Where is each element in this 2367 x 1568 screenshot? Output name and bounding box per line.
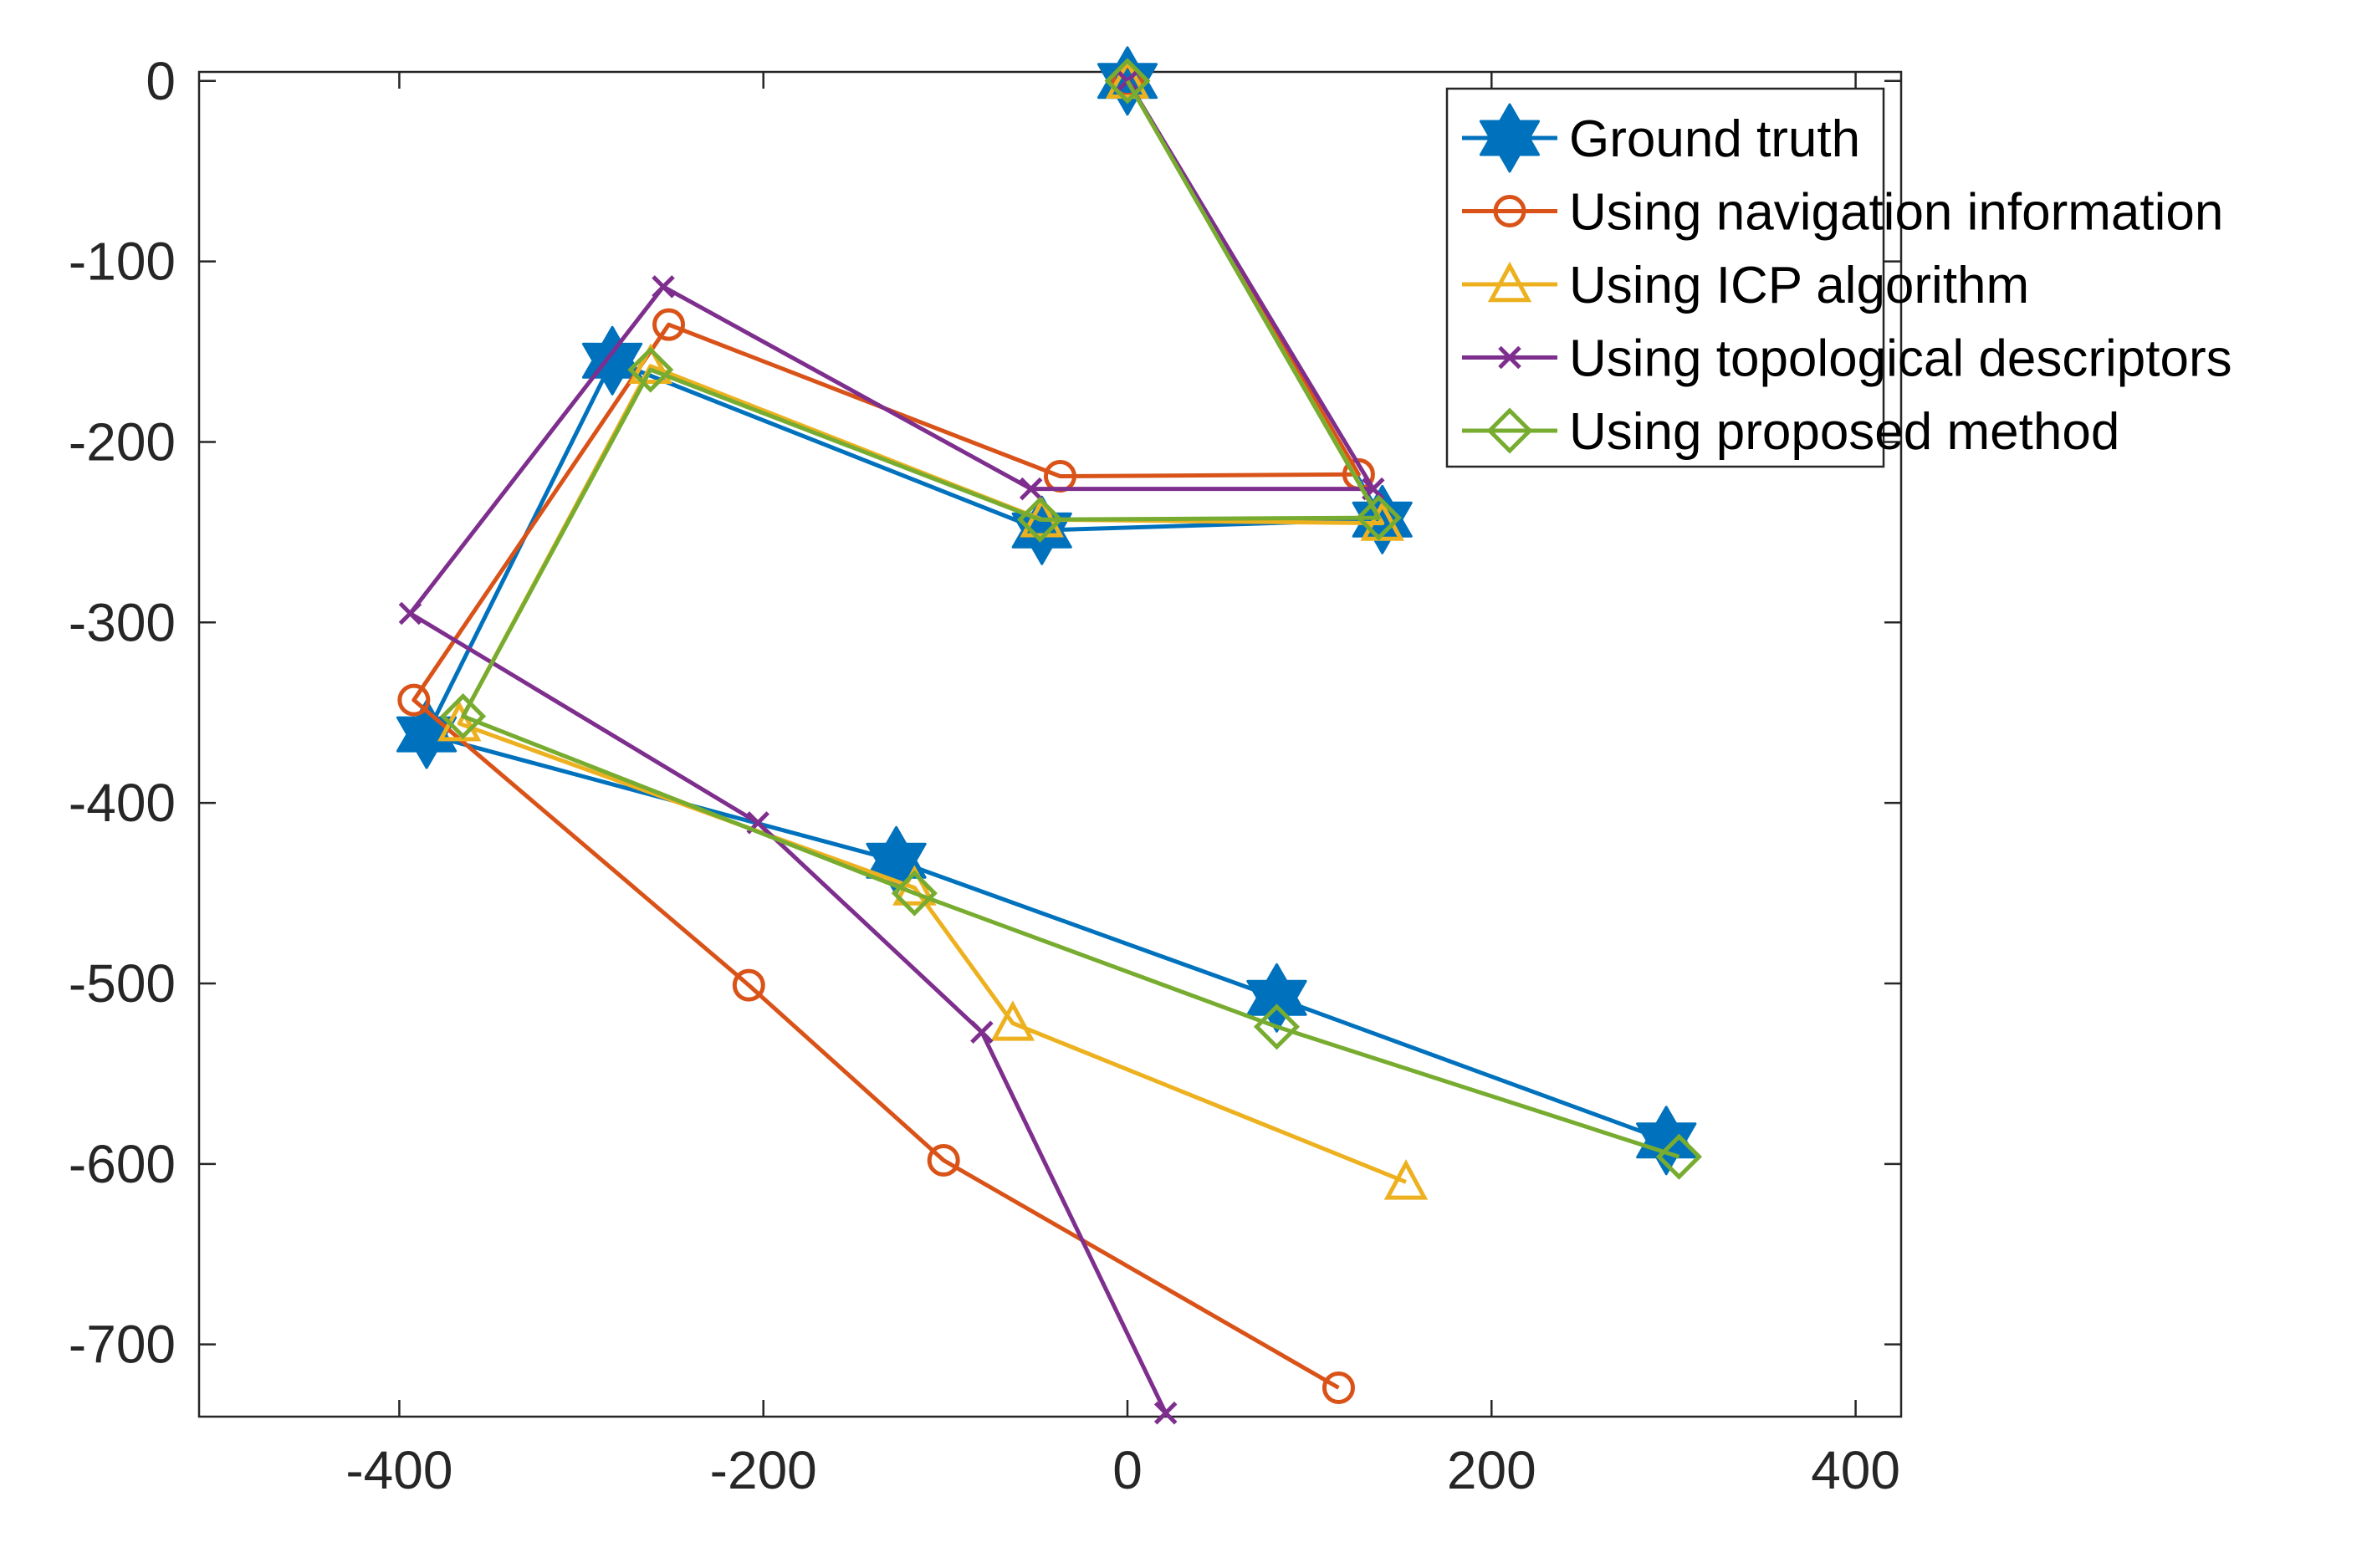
x-tick-label: 0 (1112, 1440, 1143, 1500)
data-point-using-icp-algorithm (1383, 1159, 1429, 1200)
x-tick-label: 200 (1447, 1440, 1536, 1500)
data-point-using-proposed-method (1104, 58, 1151, 105)
x-axis-ticks: -400 -200 0 200 400 (345, 72, 1900, 1500)
data-point-using-proposed-method (1355, 494, 1402, 541)
data-point-ground-truth (1636, 1106, 1697, 1176)
legend-label: Using topological descriptors (1569, 330, 2232, 388)
legend-marker (1498, 345, 1521, 370)
legend-marker (1487, 261, 1532, 303)
data-point-using-navigation-information (1322, 1371, 1355, 1404)
x-tick-label: -200 (710, 1440, 817, 1500)
data-point-using-proposed-method (627, 346, 674, 393)
data-point-using-topological-descriptors (1153, 1401, 1178, 1425)
series-line-using-proposed-method (461, 79, 1680, 1159)
series-line-using-navigation-information (412, 79, 1361, 1390)
data-point-using-topological-descriptors (970, 1020, 994, 1044)
y-tick-label: -600 (69, 1134, 176, 1194)
data-point-using-navigation-information (927, 1144, 960, 1177)
y-tick-label: -200 (69, 411, 176, 472)
data-point-using-icp-algorithm (1105, 58, 1150, 99)
legend-label: Ground truth (1569, 110, 1860, 168)
series-using-proposed-method (440, 58, 1703, 1180)
y-tick-label: -400 (69, 773, 176, 833)
data-point-using-proposed-method (1016, 496, 1064, 543)
data-point-using-proposed-method (1253, 1004, 1301, 1050)
y-tick-label: -500 (69, 953, 176, 1014)
legend-marker (1479, 103, 1541, 173)
legend: Ground truth Using navigation information… (1445, 87, 2232, 468)
legend-item-using-topological-descriptors: Using topological descriptors (1462, 330, 2232, 388)
y-tick-label: 0 (146, 51, 176, 111)
data-point-using-navigation-information (397, 683, 431, 717)
data-point-using-icp-algorithm (1360, 500, 1404, 541)
data-point-using-navigation-information (652, 308, 686, 341)
data-point-using-topological-descriptors (652, 275, 675, 299)
legend-label: Using ICP algorithm (1569, 257, 2029, 314)
data-point-using-icp-algorithm (990, 1000, 1035, 1041)
legend-label: Using proposed method (1569, 403, 2119, 461)
data-point-ground-truth (396, 699, 458, 769)
x-tick-label: -400 (345, 1440, 452, 1500)
data-point-ground-truth (581, 325, 643, 396)
x-tick-label: 400 (1811, 1440, 1900, 1500)
data-point-using-topological-descriptors (398, 601, 422, 626)
series-using-navigation-information (397, 64, 1375, 1404)
y-tick-label: -300 (69, 592, 176, 652)
y-axis-ticks: 0 -100 -200 -300 -400 -500 -600 -700 (69, 51, 1901, 1375)
data-point-using-topological-descriptors (1019, 477, 1043, 501)
legend-item-using-icp-algorithm: Using ICP algorithm (1462, 257, 2029, 314)
legend-item-ground-truth: Ground truth (1462, 103, 1860, 173)
data-point-using-icp-algorithm (628, 343, 672, 385)
data-point-using-navigation-information (732, 968, 765, 1002)
legend-marker (1486, 407, 1533, 454)
series-using-topological-descriptors (398, 69, 1385, 1425)
series-layer (396, 46, 1703, 1425)
legend-marker (1493, 195, 1526, 227)
y-tick-label: -700 (69, 1315, 176, 1375)
data-point-using-proposed-method (440, 693, 487, 740)
y-tick-label: -100 (69, 232, 176, 292)
series-line-using-topological-descriptors (408, 79, 1376, 1414)
data-point-using-icp-algorithm (892, 865, 937, 906)
legend-label: Using navigation information (1569, 184, 2223, 242)
legend-item-using-navigation-information: Using navigation information (1462, 184, 2223, 242)
data-point-using-proposed-method (1655, 1133, 1703, 1180)
data-point-ground-truth (1246, 963, 1307, 1033)
data-point-using-topological-descriptors (1116, 69, 1139, 93)
legend-item-using-proposed-method: Using proposed method (1462, 403, 2119, 461)
data-point-using-proposed-method (891, 870, 938, 917)
